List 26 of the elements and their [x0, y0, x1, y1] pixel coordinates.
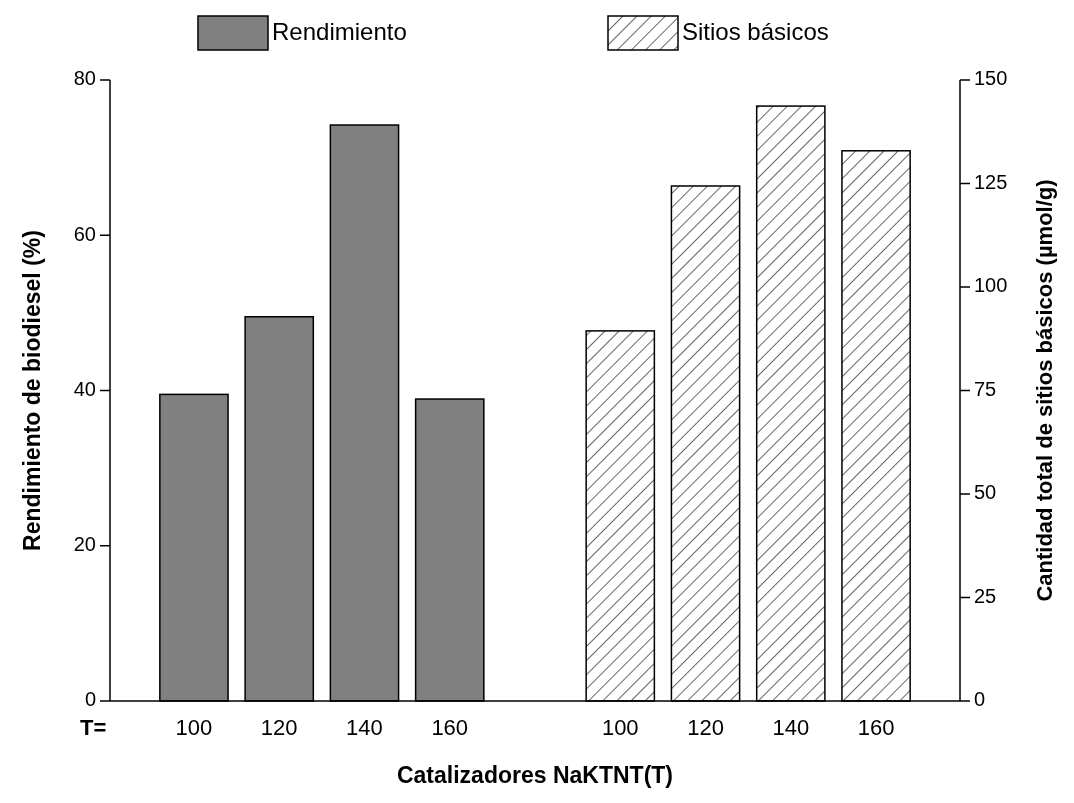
x-tick-label: 160	[857, 715, 895, 740]
y-tick-label: 20	[73, 533, 96, 556]
text: T=	[80, 715, 107, 740]
y-axis-title: Rendimiento de biodiesel (%)	[19, 230, 45, 551]
legend-label: Rendimiento	[272, 18, 407, 46]
x-tick-label: 160	[431, 715, 469, 740]
y2-tick-label: 25	[974, 584, 997, 607]
legend-label: Sitios básicos	[682, 18, 829, 46]
x-tick-label: 120	[687, 715, 724, 740]
x-tick-label: 100	[175, 715, 213, 740]
y2-tick-label: 150	[974, 67, 1008, 90]
x-axis-title: Catalizadores NaKTNT(T)	[396, 762, 674, 788]
y2-tick-label: 75	[974, 377, 997, 400]
y-tick-label: 60	[73, 222, 96, 245]
x-tick-label: 140	[346, 715, 383, 740]
x-tick-label: 140	[772, 715, 810, 740]
y2-tick-label: 100	[974, 274, 1008, 297]
y2-tick-label: 50	[974, 481, 997, 504]
y2-axis-title: Cantidad total de sitios básicos (µmol/g)	[1032, 179, 1057, 602]
x-tick-label: 100	[601, 715, 639, 740]
y2-tick-label: 0	[974, 688, 986, 711]
y-tick-label: 0	[84, 688, 96, 711]
y-tick-label: 80	[73, 67, 96, 90]
x-tick-label: 120	[260, 715, 298, 740]
y2-tick-label: 125	[974, 170, 1008, 193]
y-tick-label: 40	[73, 377, 96, 400]
